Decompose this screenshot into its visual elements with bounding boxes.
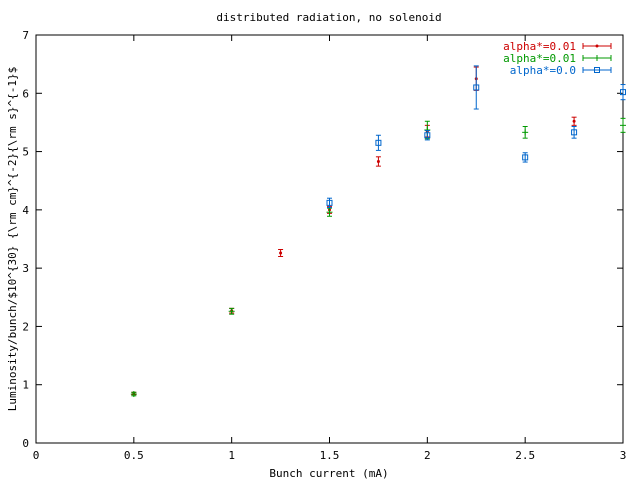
marker-square xyxy=(522,154,529,161)
data-series xyxy=(130,65,626,398)
y-tick-label: 6 xyxy=(22,87,29,100)
series-1 xyxy=(130,117,626,398)
legend-label: alpha*=0.01 xyxy=(503,52,576,65)
legend-item: alpha*=0.0 xyxy=(510,64,612,77)
y-tick-label: 3 xyxy=(22,262,29,275)
legend-label: alpha*=0.01 xyxy=(503,40,576,53)
marker-dot xyxy=(595,44,599,48)
marker-dot xyxy=(279,251,283,255)
x-tick-label: 0 xyxy=(33,449,40,462)
data-point xyxy=(228,307,235,315)
marker-square xyxy=(620,89,626,96)
marker-square xyxy=(571,129,578,136)
y-tick-label: 5 xyxy=(22,146,29,159)
y-axis-label: Luminosity/bunch/$10^{30} {\rm cm}^{-2}{… xyxy=(6,67,19,411)
legend-item: alpha*=0.01 xyxy=(503,52,612,65)
data-point xyxy=(473,65,480,110)
y-tick-label: 4 xyxy=(22,204,29,217)
marker-square xyxy=(594,67,600,73)
marker-dot xyxy=(376,159,380,163)
series-2 xyxy=(326,65,626,209)
data-point xyxy=(571,116,577,126)
y-tick-label: 0 xyxy=(22,437,29,450)
x-tick-label: 3 xyxy=(620,449,627,462)
legend-label: alpha*=0.0 xyxy=(510,64,576,77)
data-point xyxy=(571,126,578,139)
data-point xyxy=(130,391,137,398)
y-tick-label: 7 xyxy=(22,29,29,42)
data-point xyxy=(620,117,626,133)
x-tick-label: 0.5 xyxy=(124,449,144,462)
marker-square xyxy=(424,132,431,139)
data-point xyxy=(424,130,431,141)
marker-square xyxy=(375,139,382,146)
x-axis: 0 0.5 1 1.5 2 2.5 3 xyxy=(33,35,627,462)
data-point xyxy=(620,84,626,101)
y-tick-label: 2 xyxy=(22,320,29,333)
data-point xyxy=(522,152,529,163)
data-point xyxy=(522,126,529,139)
chart-title: distributed radiation, no solenoid xyxy=(216,11,441,24)
marker-square xyxy=(473,84,480,91)
x-tick-label: 2 xyxy=(424,449,431,462)
x-tick-label: 1 xyxy=(228,449,235,462)
y-tick-label: 1 xyxy=(22,379,29,392)
marker-square xyxy=(326,199,333,206)
data-point xyxy=(375,156,381,167)
y-axis: 0 1 2 3 4 5 6 7 xyxy=(22,29,623,450)
x-axis-label: Bunch current (mA) xyxy=(269,467,388,480)
data-point xyxy=(326,197,333,209)
marker-dot xyxy=(572,119,576,123)
data-point xyxy=(278,248,284,257)
x-tick-label: 2.5 xyxy=(515,449,535,462)
series-0 xyxy=(131,66,577,396)
data-point xyxy=(375,134,382,151)
legend-item: alpha*=0.01 xyxy=(503,40,612,53)
plot-border xyxy=(35,34,624,444)
plot-area xyxy=(35,34,624,444)
x-tick-label: 1.5 xyxy=(320,449,340,462)
data-point xyxy=(326,207,333,217)
